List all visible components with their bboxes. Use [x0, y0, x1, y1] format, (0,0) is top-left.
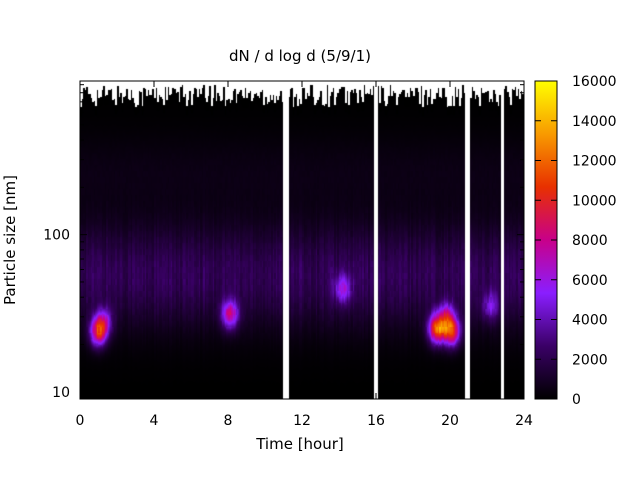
y-tick-label: 10 [52, 385, 70, 401]
x-axis-label: Time [hour] [255, 435, 344, 453]
y-axis-label: Particle size [nm] [1, 175, 19, 305]
y-axis: 10 100 [43, 84, 524, 401]
x-axis: 0 4 8 12 16 20 24 [76, 81, 533, 429]
colorbar: 0 2000 4000 6000 8000 10000 12000 14000 16000 [534, 74, 617, 408]
colorbar-ticks: 0 2000 4000 6000 8000 10000 12000 14000 16000 [535, 74, 617, 408]
x-tick-label: 24 [515, 413, 533, 429]
colorbar-tick-label: 6000 [572, 273, 608, 289]
x-tick-label: 12 [293, 413, 311, 429]
colorbar-tick-label: 8000 [572, 233, 608, 249]
x-tick-label: 8 [224, 413, 233, 429]
colorbar-tick-label: 10000 [572, 193, 617, 209]
colorbar-tick-label: 4000 [572, 313, 608, 329]
x-tick-label: 16 [367, 413, 385, 429]
colorbar-tick-label: 16000 [572, 74, 617, 90]
colorbar-tick-label: 2000 [572, 352, 608, 368]
chart-title: dN / d log d (5/9/1) [229, 47, 371, 65]
x-tick-label: 20 [441, 413, 459, 429]
y-tick-label: 100 [43, 228, 70, 244]
colorbar-tick-label: 12000 [572, 154, 617, 170]
heatmap-image [80, 81, 524, 399]
x-tick-label: 4 [150, 413, 159, 429]
colorbar-tick-label: 14000 [572, 114, 617, 130]
x-tick-label: 0 [76, 413, 85, 429]
plot-area [79, 80, 525, 400]
colorbar-tick-label: 0 [572, 392, 581, 408]
